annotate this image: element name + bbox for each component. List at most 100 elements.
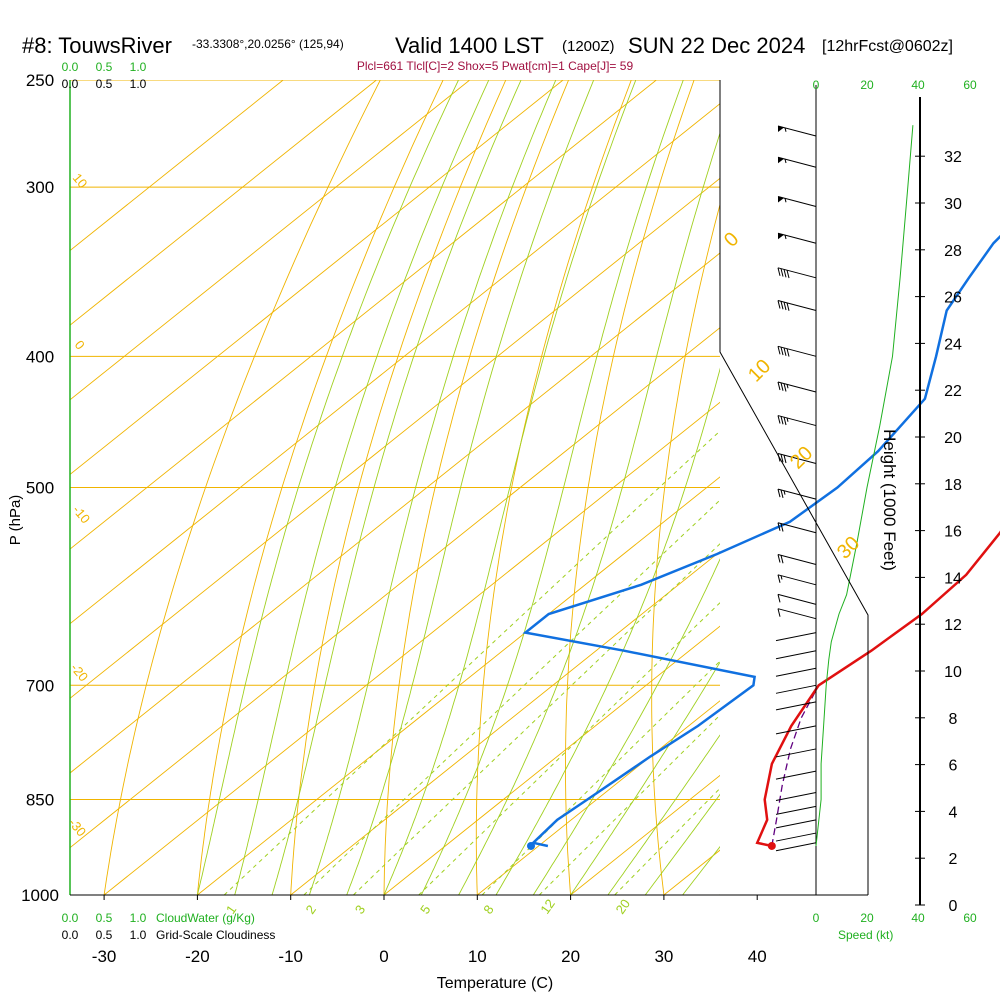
cloud-tick: 1.0 — [130, 77, 147, 91]
dry-adiabat — [651, 202, 720, 895]
temp-tick--10: -10 — [278, 947, 303, 966]
temperature-line — [755, 530, 1000, 848]
speed-tick-top: 0 — [813, 78, 820, 92]
temp-tick-20: 20 — [561, 947, 580, 966]
height-tick-10: 10 — [944, 664, 962, 681]
isotherm-left-label: 10 — [70, 170, 91, 191]
pressure-axis-title: P (hPa) — [7, 495, 24, 546]
wind-barb — [777, 522, 817, 534]
mixing-ratio-line — [303, 499, 720, 895]
speed-tick-bottom: 20 — [860, 911, 874, 925]
cloud-tick: 1.0 — [130, 60, 147, 74]
mixing-ratio-line — [223, 430, 720, 895]
wind-barb — [775, 650, 817, 660]
wind-barb — [775, 725, 817, 735]
moist-adiabat — [495, 367, 720, 895]
speed-tick-top: 20 — [860, 78, 874, 92]
dry-adiabat-label: 10 — [744, 355, 775, 386]
moist-adiabat — [570, 661, 720, 895]
isotherm — [383, 625, 720, 895]
mixing-ratio-label: 5 — [417, 902, 433, 917]
height-tick-14: 14 — [944, 570, 962, 587]
right-mask — [720, 80, 870, 895]
wind-barb — [777, 156, 817, 168]
mixing-ratio-label: 2 — [303, 902, 319, 917]
wind-barb — [775, 792, 817, 801]
mixing-ratio-line — [614, 787, 720, 895]
thermo-grid — [70, 80, 1000, 895]
cloud-tick: 0.0 — [62, 928, 79, 942]
height-tick-22: 22 — [944, 383, 962, 400]
height-tick-16: 16 — [944, 524, 962, 541]
moist-adiabat — [420, 80, 684, 895]
mixing-ratio-line — [353, 543, 720, 895]
dry-adiabat — [196, 80, 444, 895]
wind-barb — [777, 488, 817, 500]
cloudwater-label: CloudWater (g/Kg) — [156, 911, 255, 925]
sfc-dewpoint-dot — [527, 841, 535, 850]
isotherm — [70, 80, 471, 401]
wind-barb — [775, 832, 817, 842]
height-tick-4: 4 — [949, 804, 958, 821]
isotherm — [70, 177, 720, 699]
cloud-tick: 0.0 — [62, 77, 79, 91]
pressure-tick-250: 250 — [26, 71, 54, 90]
mixing-ratio-line — [418, 602, 720, 895]
speed-tick-bottom: 0 — [813, 911, 820, 925]
parcel-line — [771, 684, 820, 847]
height-tick-8: 8 — [949, 711, 958, 728]
wind-barb — [777, 593, 817, 605]
isotherm — [70, 80, 657, 550]
wind-barb — [777, 299, 817, 311]
moist-adiabat — [757, 80, 1000, 895]
moist-adiabat — [271, 80, 522, 895]
pressure-tick-400: 400 — [26, 347, 54, 366]
moist-adiabat — [234, 80, 490, 895]
moist-adiabat — [308, 80, 557, 895]
speed-tick-bottom: 40 — [911, 911, 925, 925]
indices-line: Plcl=661 Tlcl[C]=2 Shox=5 Pwat[cm]=1 Cap… — [357, 59, 634, 73]
dry-adiabat — [103, 80, 381, 895]
isotherm-left-label: 0 — [72, 337, 88, 352]
isotherm-left-label: -20 — [68, 660, 92, 684]
chart-boundary — [719, 80, 869, 895]
wind-barb — [775, 632, 817, 642]
height-tick-30: 30 — [944, 196, 962, 213]
moist-adiabat — [346, 80, 595, 895]
temp-tick-10: 10 — [468, 947, 487, 966]
isotherm — [290, 550, 720, 895]
cloud-tick: 0.0 — [62, 60, 79, 74]
dry-adiabat-label: 0 — [720, 228, 743, 251]
isotherm — [70, 80, 564, 476]
height-tick-12: 12 — [944, 617, 962, 634]
valid-date: SUN 22 Dec 2024 — [628, 33, 805, 58]
wind-barb — [777, 554, 817, 566]
wind-barb — [775, 842, 817, 852]
cloud-tick: 1.0 — [130, 928, 147, 942]
wind-barb — [777, 232, 817, 244]
wind-barb — [775, 684, 817, 694]
dry-adiabat-label: 20 — [786, 442, 817, 473]
wind-barb — [777, 415, 817, 427]
speed-tick-top: 60 — [963, 78, 977, 92]
pressure-tick-700: 700 — [26, 676, 54, 695]
isotherm — [70, 252, 720, 774]
speed-profile — [815, 125, 914, 847]
mixing-ratio-label: 8 — [480, 902, 496, 917]
dry-adiabat — [290, 80, 507, 895]
wind-barb — [777, 574, 817, 586]
wind-barb — [775, 805, 817, 815]
wind-barb — [775, 819, 817, 829]
cloud-tick: 0.5 — [96, 911, 113, 925]
wind-barb — [777, 267, 817, 279]
temp-tick--20: -20 — [185, 947, 210, 966]
mixing-ratio-label: 20 — [613, 896, 634, 916]
isotherm — [851, 80, 1000, 895]
speed-tick-bottom: 60 — [963, 911, 977, 925]
cloud-tick: 1.0 — [130, 911, 147, 925]
profiles — [522, 234, 1000, 850]
height-tick-0: 0 — [949, 898, 958, 915]
moist-adiabat — [383, 80, 637, 895]
dry-adiabat — [970, 80, 1000, 895]
